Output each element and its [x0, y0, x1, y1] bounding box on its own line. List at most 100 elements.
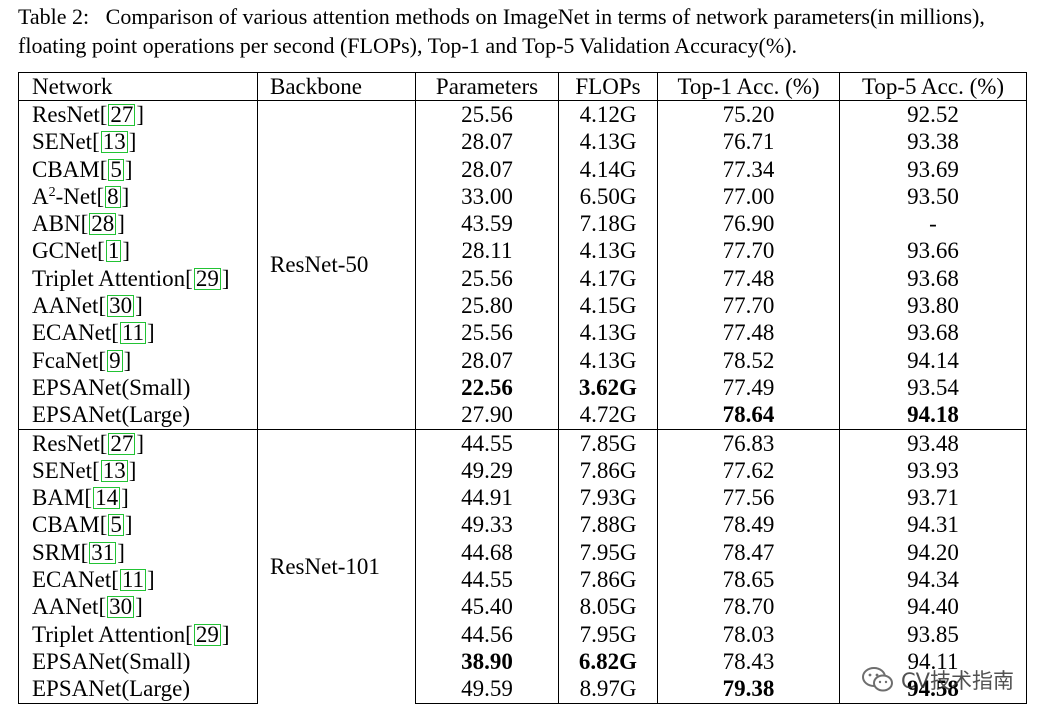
cell-params: 25.56 — [415, 100, 559, 129]
network-name: CBAM — [32, 156, 100, 182]
cell-params: 25.56 — [415, 319, 559, 347]
cell-flops: 6.82G — [558, 648, 658, 676]
table-row: Triplet Attention[29] 44.56 7.95G 78.03 93.8… — [18, 620, 1027, 649]
cell-network: EPSANet(Large) — [18, 675, 258, 704]
table-row: GCNet[1] 28.11 4.13G 77.70 93.66 — [18, 237, 1027, 266]
cell-top1: 77.00 — [657, 183, 840, 211]
cell-params: 25.56 — [415, 265, 559, 293]
cell-top1: 78.64 — [657, 401, 840, 430]
citation-link[interactable]: 5 — [108, 512, 124, 538]
cell-top5: 93.71 — [839, 484, 1027, 512]
cell-network: CBAM[5] — [18, 511, 258, 540]
column-header-top5: Top-5 Acc. (%) — [839, 71, 1027, 102]
cell-flops: 4.13G — [558, 319, 658, 347]
table-group-resnet101: ResNet[27] ResNet-101 44.55 7.85G 76.83 93.48… — [18, 428, 1027, 704]
cell-top1: 78.43 — [657, 648, 840, 676]
citation-link[interactable]: 31 — [89, 539, 117, 565]
citation-link[interactable]: 14 — [93, 485, 121, 511]
cell-flops: 7.86G — [558, 457, 658, 485]
results-table: Network Backbone Parameters FLOPs Top-1 … — [18, 71, 1027, 704]
cell-params: 44.55 — [415, 428, 559, 458]
cell-top1: 77.70 — [657, 237, 840, 266]
citation-link[interactable]: 29 — [193, 265, 221, 291]
citation-link[interactable]: 27 — [108, 101, 136, 127]
cell-params: 28.07 — [415, 155, 559, 184]
cell-params: 44.56 — [415, 620, 559, 649]
citation-link[interactable]: 29 — [193, 621, 221, 647]
cell-top5: 93.93 — [839, 457, 1027, 485]
citation-link[interactable]: 13 — [100, 129, 128, 155]
network-name: ABN — [32, 211, 81, 237]
cell-top1: 76.90 — [657, 210, 840, 238]
table-row: ECANet[11] 44.55 7.86G 78.65 94.34 — [18, 566, 1027, 594]
cell-top1: 77.70 — [657, 292, 840, 320]
citation-link[interactable]: 1 — [105, 238, 122, 264]
cell-flops: 4.12G — [558, 100, 658, 129]
table-row: SENet[13] 49.29 7.86G 77.62 93.93 — [18, 457, 1027, 485]
network-name: A — [32, 183, 49, 209]
cell-params: 44.68 — [415, 539, 559, 567]
cell-top1: 77.49 — [657, 374, 840, 402]
citation-link[interactable]: 5 — [108, 156, 124, 182]
cell-top1: 78.52 — [657, 346, 840, 375]
network-name: ResNet — [32, 101, 100, 127]
table-row: BAM[14] 44.91 7.93G 77.56 93.71 — [18, 484, 1027, 512]
table-row: AANet[30] 25.80 4.15G 77.70 93.80 — [18, 292, 1027, 320]
citation-link[interactable]: 11 — [119, 320, 147, 346]
network-name: Triplet Attention — [32, 621, 186, 647]
column-header-network: Network — [18, 71, 258, 102]
cell-top5: 93.54 — [839, 374, 1027, 402]
cell-top1: 77.48 — [657, 319, 840, 347]
cell-params: 49.33 — [415, 511, 559, 540]
cell-flops: 4.15G — [558, 292, 658, 320]
cell-top5: 94.18 — [839, 401, 1027, 430]
network-name: AANet — [32, 293, 99, 319]
citation-link[interactable]: 9 — [107, 347, 123, 373]
watermark: CV技术指南 — [861, 665, 1014, 695]
cell-flops: 6.50G — [558, 183, 658, 211]
citation-link[interactable]: 27 — [108, 430, 136, 456]
citation-link[interactable]: 30 — [107, 594, 135, 620]
cell-params: 22.56 — [415, 374, 559, 402]
caption-text: Comparison of various attention methods … — [18, 4, 985, 58]
citation-link[interactable]: 13 — [100, 457, 128, 483]
network-name: FcaNet — [32, 347, 99, 373]
table-row: CBAM[5] 49.33 7.88G 78.49 94.31 — [18, 511, 1027, 540]
cell-flops: 7.93G — [558, 484, 658, 512]
table-row: EPSANet(Large) 27.90 4.72G 78.64 94.18 — [18, 401, 1027, 430]
cell-flops: 4.13G — [558, 346, 658, 375]
citation-link[interactable]: 30 — [107, 293, 135, 319]
column-header-top1: Top-1 Acc. (%) — [657, 71, 840, 102]
cell-top5: 93.50 — [839, 183, 1027, 211]
network-name: SENet — [32, 457, 93, 483]
table-row: CBAM[5] 28.07 4.14G 77.34 93.69 — [18, 155, 1027, 184]
cell-network: ABN[28] — [18, 210, 258, 238]
cell-top5: 93.69 — [839, 155, 1027, 184]
citation-link[interactable]: 28 — [89, 211, 117, 237]
table-row: Triplet Attention[29] 25.56 4.17G 77.48 93.6… — [18, 265, 1027, 293]
cell-flops: 3.62G — [558, 374, 658, 402]
cell-top5: 93.48 — [839, 428, 1027, 458]
network-name: GCNet — [32, 238, 98, 264]
citation-link[interactable]: 11 — [119, 566, 147, 592]
cell-params: 28.07 — [415, 128, 559, 156]
wechat-icon — [861, 667, 893, 692]
network-name-suffix: -Net — [55, 183, 97, 209]
cell-network: SENet[13] — [18, 128, 258, 156]
cell-top1: 77.56 — [657, 484, 840, 512]
table-row: SENet[13] 28.07 4.13G 76.71 93.38 — [18, 128, 1027, 156]
cell-top1: 76.71 — [657, 128, 840, 156]
citation-link[interactable]: 8 — [105, 183, 121, 209]
cell-backbone: ResNet-101 — [257, 428, 416, 704]
table-header: Network Backbone Parameters FLOPs Top-1 … — [18, 71, 1027, 102]
network-name: ResNet — [32, 430, 100, 456]
cell-top5: 94.11 — [839, 648, 1027, 676]
cell-top5: 94.40 — [839, 593, 1027, 621]
cell-top5: 94.58 — [839, 675, 1027, 704]
table-row: ABN[28] 43.59 7.18G 76.90- — [18, 210, 1027, 238]
network-name: ECANet — [32, 320, 112, 346]
cell-top1: 79.38 — [657, 675, 840, 704]
cell-flops: 7.85G — [558, 428, 658, 458]
cell-flops: 4.72G — [558, 401, 658, 430]
cell-top5: 93.38 — [839, 128, 1027, 156]
